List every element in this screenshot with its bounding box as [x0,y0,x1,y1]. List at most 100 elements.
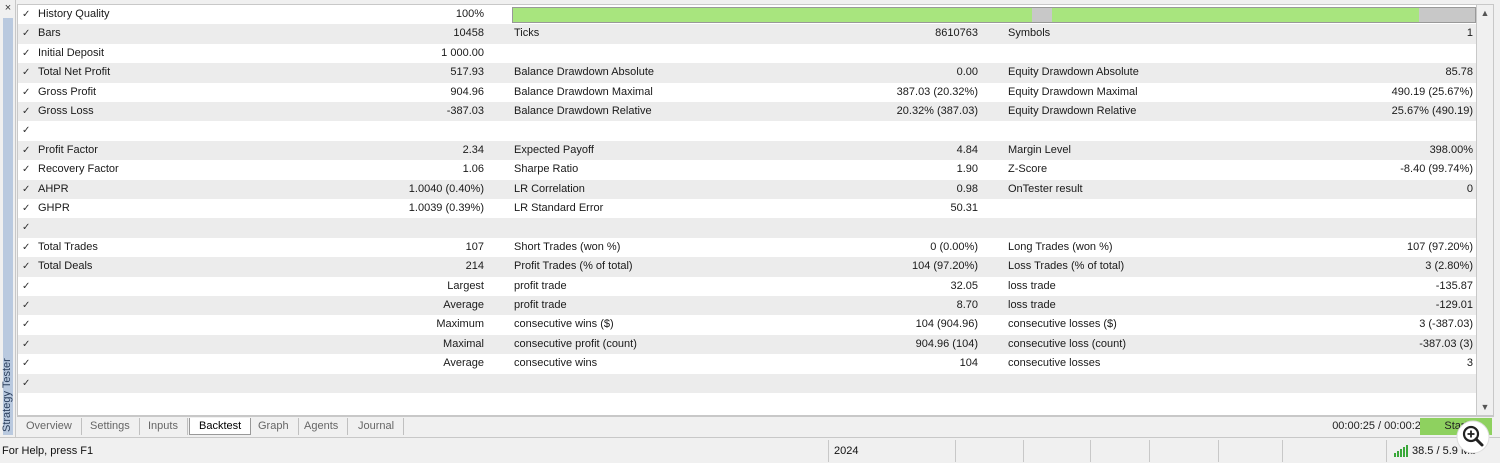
checkbox-icon[interactable]: ✓ [22,67,31,79]
metric-value [1268,374,1473,393]
table-row: ✓ Bars 10458 Ticks 8610763 Symbols 1 [18,24,1476,44]
metric-label: Gross Loss [38,105,94,117]
metric-value: -135.87 [1435,279,1473,292]
metric-value: 2.34 [462,143,484,156]
metric-value: 104 [959,357,978,370]
metric-label: consecutive wins [514,357,598,370]
signal-bars-icon [1394,445,1408,457]
metric-value: 3 (-387.03) [1419,318,1473,331]
status-divider [828,440,829,462]
checkbox-icon[interactable]: ✓ [22,164,31,176]
metric-value [1268,44,1473,63]
metric-label: Short Trades (won %) [514,240,621,253]
table-row: ✓ Total Net Profit 517.93 Balance Drawdown … [18,63,1476,83]
tab-settings[interactable]: Settings [81,418,140,435]
table-row: ✓ Maximal consecutive profit (count) 904.96… [18,334,1476,355]
metric-label [514,218,774,237]
metric-label: Loss Trades (% of total) [1008,260,1125,273]
metric-value: 107 [465,240,484,253]
metric-value [258,374,484,393]
metric-value: -8.40 (99.74%) [1400,163,1473,176]
tab-agents[interactable]: Agents [295,418,349,435]
checkbox-icon[interactable]: ✓ [22,86,31,98]
status-divider [1023,440,1024,462]
metric-label: consecutive wins ($) [514,318,614,331]
checkbox-icon[interactable]: ✓ [22,300,31,311]
checkbox-icon[interactable]: ✓ [22,125,31,137]
metric-value: 0.00 [956,66,978,79]
status-divider [1149,440,1150,462]
report-grid: ✓ History Quality 100% ✓ Bars 10458 Ticks 86107… [17,4,1477,416]
metric-value: 904.96 [450,85,484,98]
zoom-in-icon[interactable] [1456,420,1490,454]
tab-overview[interactable]: Overview [17,418,82,435]
table-row: ✓ AHPR 1.0040 (0.40%) LR Correlation 0.98 OnT… [18,179,1476,199]
metric-label [1008,199,1268,218]
metric-label: consecutive losses ($) [1008,318,1117,331]
checkbox-icon[interactable]: ✓ [22,144,31,156]
checkbox-icon[interactable]: ✓ [22,106,31,117]
tab-backtest[interactable]: Backtest [189,418,252,435]
side-bar [3,18,13,435]
metric-label [1008,44,1268,63]
checkbox-icon[interactable]: ✓ [22,183,31,195]
metric-label [514,121,774,140]
checkbox-icon[interactable]: ✓ [22,9,31,20]
checkbox-icon[interactable]: ✓ [22,377,31,389]
metric-label: LR Standard Error [514,202,604,214]
metric-label: Equity Drawdown Absolute [1008,66,1139,79]
tab-graph[interactable]: Graph [249,418,299,435]
table-row: ✓ Gross Loss -387.03 Balance Drawdown Relat… [18,102,1476,122]
checkbox-icon[interactable]: ✓ [22,222,31,234]
metric-value [774,218,978,237]
metric-value: 0 (0.00%) [930,240,978,253]
table-row: ✓ [18,373,1476,393]
checkbox-icon[interactable]: ✓ [22,338,31,350]
metric-value: 1 [1466,27,1473,40]
table-row: ✓ [18,121,1476,141]
metric-value: Maximum [436,318,484,331]
quality-bar-fill [513,8,1033,22]
metric-value: 3 [1466,357,1473,370]
vertical-scrollbar[interactable]: ▲ ▼ [1476,4,1494,416]
metric-label [38,354,258,373]
metric-label: Symbols [1008,27,1051,40]
metric-value: 517.93 [450,66,484,79]
close-icon[interactable]: × [4,2,12,14]
metric-label: Total Deals [38,260,93,273]
metric-label: profit trade [514,299,567,311]
metric-value [258,218,484,237]
metric-label [38,296,258,315]
status-divider [1386,440,1387,462]
checkbox-icon[interactable]: ✓ [22,280,31,292]
metric-label: Margin Level [1008,143,1071,156]
metric-label: consecutive profit (count) [514,337,637,350]
metric-value: 1.0040 (0.40%) [408,182,484,195]
metric-label: Recovery Factor [38,163,119,176]
checkbox-icon[interactable]: ✓ [22,261,31,273]
metric-label: Ticks [514,27,540,40]
checkbox-icon[interactable]: ✓ [22,358,31,370]
metric-value: 398.00% [1429,143,1473,156]
checkbox-icon[interactable]: ✓ [22,203,31,214]
metric-label [38,277,258,296]
metric-label: Profit Factor [38,143,98,156]
checkbox-icon[interactable]: ✓ [22,47,31,59]
checkbox-icon[interactable]: ✓ [22,241,31,253]
checkbox-icon[interactable]: ✓ [22,28,31,40]
metric-label: Balance Drawdown Absolute [514,66,655,79]
tab-inputs[interactable]: Inputs [139,418,188,435]
tab-journal[interactable]: Journal [349,418,405,435]
metric-value: 8.70 [956,299,978,311]
chevron-down-icon[interactable]: ▼ [1480,402,1490,412]
table-row: ✓ Recovery Factor 1.06 Sharpe Ratio 1.90 Z-Sc… [18,160,1476,180]
checkbox-icon[interactable]: ✓ [22,319,31,331]
table-row: ✓ Average consecutive wins 104 consecutive l… [18,354,1476,374]
metric-label: Initial Deposit [38,46,105,59]
metric-label [514,374,774,393]
metric-value: 10458 [453,27,484,40]
metric-value: 107 (97.20%) [1406,240,1473,253]
metric-label: Gross Profit [38,85,97,98]
metric-label: History Quality [38,8,110,20]
chevron-up-icon[interactable]: ▲ [1480,8,1490,18]
